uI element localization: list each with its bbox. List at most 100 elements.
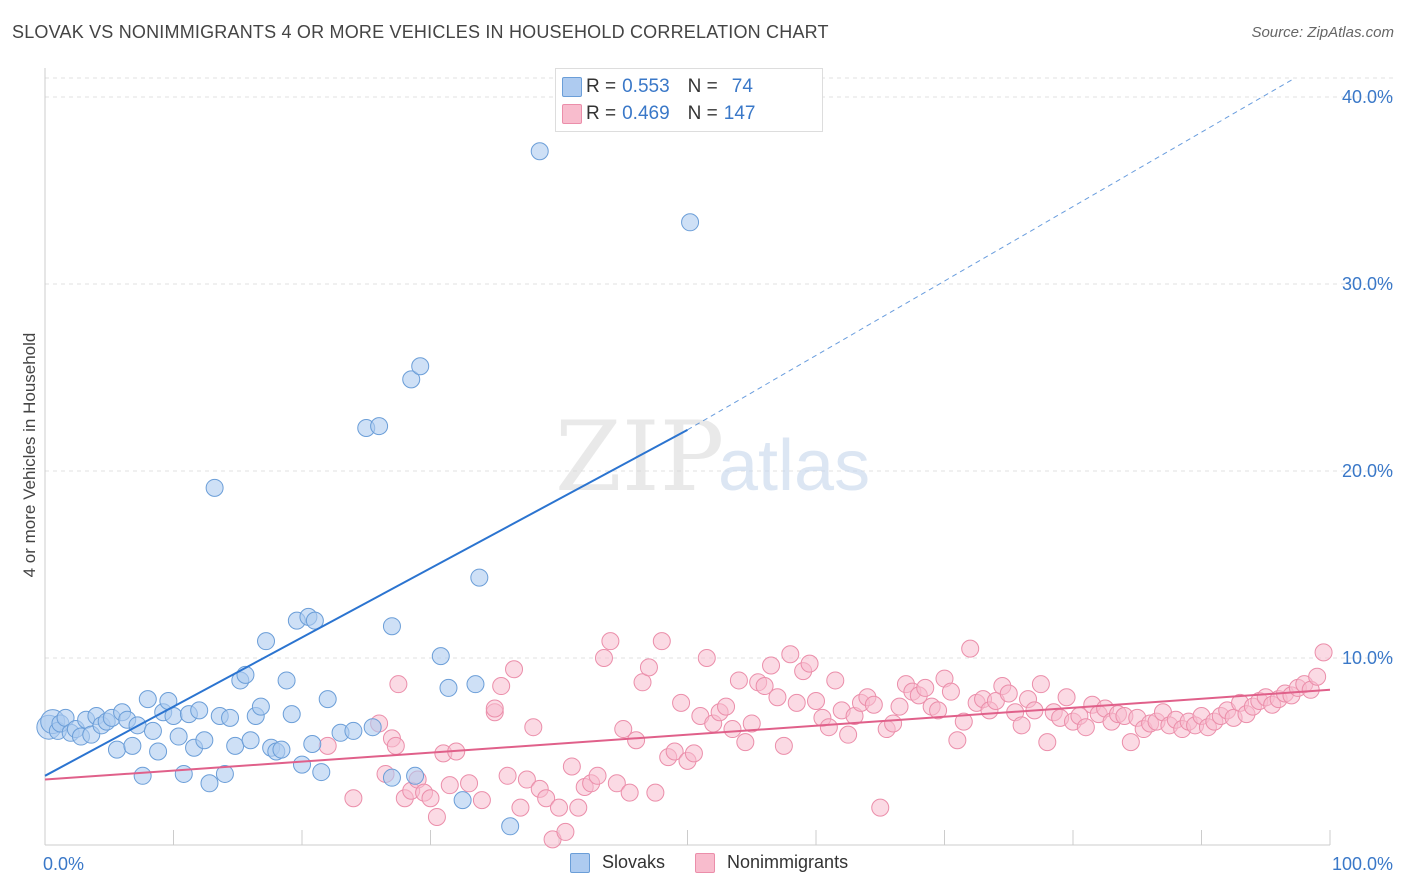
nonimmigrants-point	[550, 798, 568, 817]
legend-label-nonimmigrants: Nonimmigrants	[727, 852, 849, 872]
slovaks-point	[453, 791, 472, 810]
legend-label-slovaks: Slovaks	[602, 852, 666, 872]
slovaks-point	[123, 736, 142, 755]
nonimmigrants-point	[620, 783, 639, 802]
slovaks-point	[382, 768, 401, 787]
slovaks-point	[195, 731, 214, 750]
slovaks-point	[190, 701, 209, 720]
watermark-zip: ZIP	[555, 401, 724, 513]
legend-r-label: R =	[586, 103, 617, 124]
legend-swatch-nonimmigrants	[562, 104, 582, 124]
nonimmigrants-point	[389, 675, 408, 694]
nonimmigrants-point	[755, 677, 774, 696]
slovaks-point	[406, 766, 425, 785]
nonimmigrants-point	[652, 632, 671, 651]
nonimmigrants-point	[916, 678, 935, 697]
nonimmigrants-point	[1057, 688, 1076, 707]
nonimmigrants-point	[768, 688, 787, 707]
y-tick-label: 30.0%	[1342, 274, 1393, 294]
slovaks-point	[318, 690, 337, 709]
nonimmigrants-point	[537, 789, 556, 808]
nonimmigrants-point	[807, 692, 825, 711]
legend-row-nonimmigrants: R = 0.469 N = 147	[562, 101, 755, 127]
legend-item-nonimmigrants[interactable]: Nonimmigrants	[695, 852, 848, 873]
nonimmigrants-point	[1012, 716, 1031, 735]
nonimmigrants-point	[864, 695, 883, 714]
nonimmigrants-point	[941, 682, 960, 701]
slovaks-point	[221, 708, 240, 727]
nonimmigrants-point	[839, 725, 858, 744]
y-tick-label: 20.0%	[1342, 461, 1393, 481]
slovaks-point	[293, 755, 311, 774]
slovaks-point	[143, 721, 162, 740]
nonimmigrants-point	[948, 731, 967, 750]
nonimmigrants-point	[601, 632, 620, 651]
nonimmigrants-point	[774, 736, 793, 755]
nonimmigrants-point	[961, 639, 980, 658]
nonimmigrants-point	[607, 774, 626, 793]
nonimmigrants-point	[517, 770, 536, 789]
nonimmigrants-point	[826, 671, 845, 690]
nonimmigrants-point	[1076, 718, 1095, 737]
nonimmigrants-point	[684, 744, 703, 763]
nonimmigrants-point	[569, 798, 588, 817]
slovaks-point	[200, 774, 219, 793]
slovaks-point	[344, 721, 363, 740]
nonimmigrants-point	[1031, 675, 1050, 694]
x-tick-label: 100.0%	[1332, 854, 1393, 874]
slovaks-point	[402, 370, 421, 389]
nonimmigrants-point	[717, 697, 736, 716]
legend-n-label: N =	[687, 76, 718, 97]
nonimmigrants-point	[427, 807, 446, 826]
nonimmigrants-point	[562, 757, 581, 776]
slovaks-point	[470, 568, 489, 587]
nonimmigrants-point	[723, 720, 742, 739]
nonimmigrants-point	[460, 774, 479, 793]
y-tick-label: 10.0%	[1342, 648, 1393, 668]
nonimmigrants-point	[633, 673, 652, 692]
nonimmigrants-trend-line	[44, 688, 1331, 781]
slovaks-point	[138, 690, 157, 709]
nonimmigrants-point	[1121, 733, 1140, 752]
slovaks-trend-line	[44, 428, 688, 777]
legend-r-value: 0.553	[622, 76, 670, 97]
slovaks-point	[133, 766, 152, 785]
nonimmigrants-point	[627, 731, 646, 750]
slovaks-point	[411, 357, 430, 376]
nonimmigrants-point	[524, 718, 543, 737]
legend-n-value: 74	[731, 76, 753, 97]
nonimmigrants-point	[762, 656, 781, 675]
slovaks-point	[277, 671, 296, 690]
slovaks-point	[363, 718, 382, 737]
nonimmigrants-point	[672, 693, 691, 712]
nonimmigrants-point	[1038, 733, 1057, 752]
slovaks-point	[251, 697, 270, 716]
nonimmigrants-point	[386, 736, 405, 755]
legend-item-slovaks[interactable]: Slovaks	[570, 852, 665, 873]
nonimmigrants-point	[492, 677, 511, 696]
legend-swatch-nonimmigrants	[695, 852, 716, 873]
nonimmigrants-point	[421, 789, 440, 808]
nonimmigrants-point	[787, 693, 806, 712]
slovaks-point	[439, 678, 458, 697]
legend-r-value: 0.469	[622, 103, 670, 124]
nonimmigrants-point	[742, 714, 761, 733]
slovaks-point	[174, 764, 193, 783]
slovaks-point	[107, 740, 126, 759]
nonimmigrants-point	[646, 783, 665, 802]
nonimmigrants-point	[588, 766, 607, 785]
slovaks-point	[370, 417, 389, 436]
legend-row-slovaks: R = 0.553 N = 74	[562, 74, 753, 100]
slovaks-point	[312, 763, 331, 782]
legend-n-label: N =	[687, 103, 718, 124]
nonimmigrants-point	[511, 798, 530, 817]
legend-swatch-slovaks	[570, 852, 590, 873]
slovaks-point	[272, 740, 291, 759]
x-tick-label: 0.0%	[43, 854, 84, 874]
nonimmigrants-point	[594, 649, 613, 667]
nonimmigrants-point	[556, 822, 575, 841]
nonimmigrants-point	[697, 649, 716, 667]
nonimmigrants-point	[665, 742, 684, 761]
legend-swatch-slovaks	[562, 77, 582, 97]
